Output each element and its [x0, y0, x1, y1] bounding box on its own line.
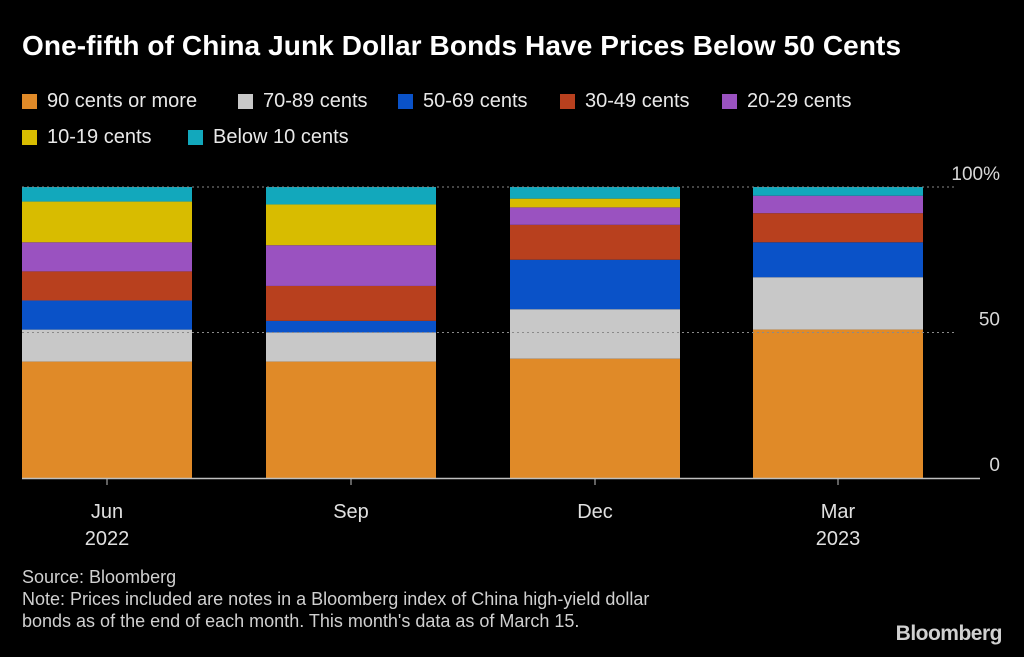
x-tick-label-jun: Jun [91, 501, 123, 523]
bar-segment-dec-s3 [510, 224, 680, 260]
x-tick-label-sep: Sep [333, 501, 369, 523]
legend-item-90-plus: 90 cents or more [22, 90, 197, 113]
chart-title: One-fifth of China Junk Dollar Bonds Hav… [22, 30, 902, 61]
bar-segment-sep-s4 [266, 245, 436, 286]
bar-segment-jun-s3 [22, 271, 192, 301]
y-tick-label-0: 0 [989, 455, 1000, 476]
legend-label: Below 10 cents [213, 126, 349, 148]
legend-swatch [398, 94, 413, 109]
bar-segment-dec-s2 [510, 259, 680, 310]
bar-segment-sep-s5 [266, 204, 436, 246]
legend-item-10-19: 10-19 cents [22, 126, 152, 149]
bar-segment-mar-s4 [753, 195, 923, 214]
source-note: Source: Bloomberg [22, 567, 177, 587]
bloomberg-logo: Bloomberg [895, 622, 1003, 645]
bar-segment-jun-s5 [22, 201, 192, 243]
bar-segment-sep-s3 [266, 285, 436, 321]
bar-segment-dec-s5 [510, 198, 680, 208]
legend-label: 70-89 cents [263, 90, 368, 112]
legend-label: 50-69 cents [423, 90, 528, 112]
bar-segment-sep-s6 [266, 187, 436, 205]
methodology-note-line-1: Note: Prices included are notes in a Blo… [22, 589, 650, 609]
bar-segment-jun-s2 [22, 300, 192, 330]
chart-footer: Source: Bloomberg Note: Prices included … [22, 566, 649, 632]
bar-segment-jun-s4 [22, 242, 192, 272]
bar-segment-sep-s2 [266, 320, 436, 333]
legend-swatch [560, 94, 575, 109]
bar-segment-dec-s1 [510, 309, 680, 359]
bar-segment-jun-s6 [22, 187, 192, 202]
legend-swatch [22, 94, 37, 109]
stacked-bar-chart: 0 50 100% Jun 2022 Sep Dec Mar 2023 [22, 164, 1000, 550]
legend-item-below-10: Below 10 cents [188, 126, 349, 149]
bar-segment-dec-s0 [510, 358, 680, 478]
x-tick-label-dec: Dec [577, 501, 613, 523]
x-tick-sublabel-jun: 2022 [85, 528, 130, 550]
legend-swatch [22, 130, 37, 145]
bar-segment-mar-s2 [753, 242, 923, 278]
bar-segment-sep-s1 [266, 332, 436, 362]
x-tick-sublabel-mar: 2023 [816, 528, 861, 550]
legend-item-50-69: 50-69 cents [398, 90, 528, 113]
legend-swatch [188, 130, 203, 145]
legend-label: 30-49 cents [585, 90, 690, 112]
legend-swatch [722, 94, 737, 109]
legend-swatch [238, 94, 253, 109]
legend-label: 20-29 cents [747, 90, 852, 112]
bar-segment-jun-s1 [22, 329, 192, 362]
bar-segment-dec-s6 [510, 187, 680, 199]
methodology-note-line-2: bonds as of the end of each month. This … [22, 611, 580, 631]
y-tick-label-100: 100% [951, 164, 1000, 185]
bar-segment-mar-s3 [753, 213, 923, 243]
bar-segment-mar-s6 [753, 187, 923, 196]
legend-label: 90 cents or more [47, 90, 198, 112]
legend-item-70-89: 70-89 cents [238, 90, 368, 113]
legend-item-30-49: 30-49 cents [560, 90, 690, 113]
x-tick-label-mar: Mar [821, 501, 856, 523]
y-tick-label-50: 50 [979, 310, 1000, 331]
bar-segment-mar-s1 [753, 277, 923, 330]
bar-segment-dec-s4 [510, 207, 680, 225]
bar-segment-sep-s0 [266, 361, 436, 478]
legend-label: 10-19 cents [47, 126, 152, 148]
legend-item-20-29: 20-29 cents [722, 90, 852, 113]
bar-segment-jun-s0 [22, 361, 192, 478]
bar-segment-mar-s0 [753, 329, 923, 478]
